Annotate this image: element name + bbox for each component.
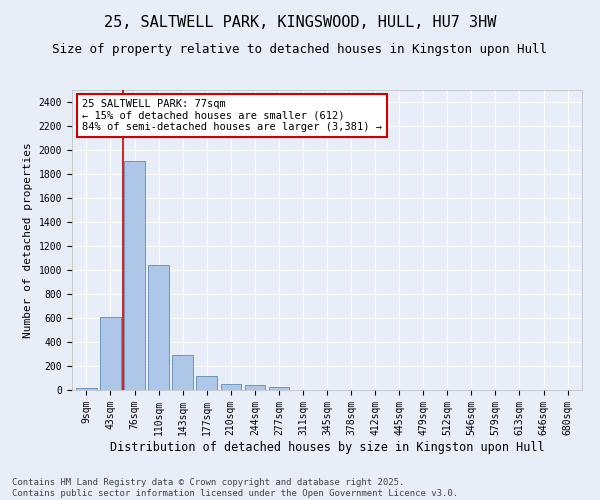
X-axis label: Distribution of detached houses by size in Kingston upon Hull: Distribution of detached houses by size … (110, 440, 544, 454)
Bar (148, 264, 169, 390)
Bar (269, 386, 289, 390)
Bar (76, 388, 97, 390)
Bar (221, 384, 241, 390)
Bar (245, 385, 265, 390)
Text: Contains HM Land Registry data © Crown copyright and database right 2025.
Contai: Contains HM Land Registry data © Crown c… (12, 478, 458, 498)
Bar (124, 161, 145, 390)
Text: 25, SALTWELL PARK, KINGSWOOD, HULL, HU7 3HW: 25, SALTWELL PARK, KINGSWOOD, HULL, HU7 … (104, 15, 496, 30)
Bar (172, 354, 193, 390)
Bar (196, 376, 217, 390)
Text: 25 SALTWELL PARK: 77sqm
← 15% of detached houses are smaller (612)
84% of semi-d: 25 SALTWELL PARK: 77sqm ← 15% of detache… (82, 99, 382, 132)
Text: Size of property relative to detached houses in Kingston upon Hull: Size of property relative to detached ho… (53, 42, 548, 56)
Bar (100, 316, 121, 390)
Y-axis label: Number of detached properties: Number of detached properties (23, 142, 33, 338)
